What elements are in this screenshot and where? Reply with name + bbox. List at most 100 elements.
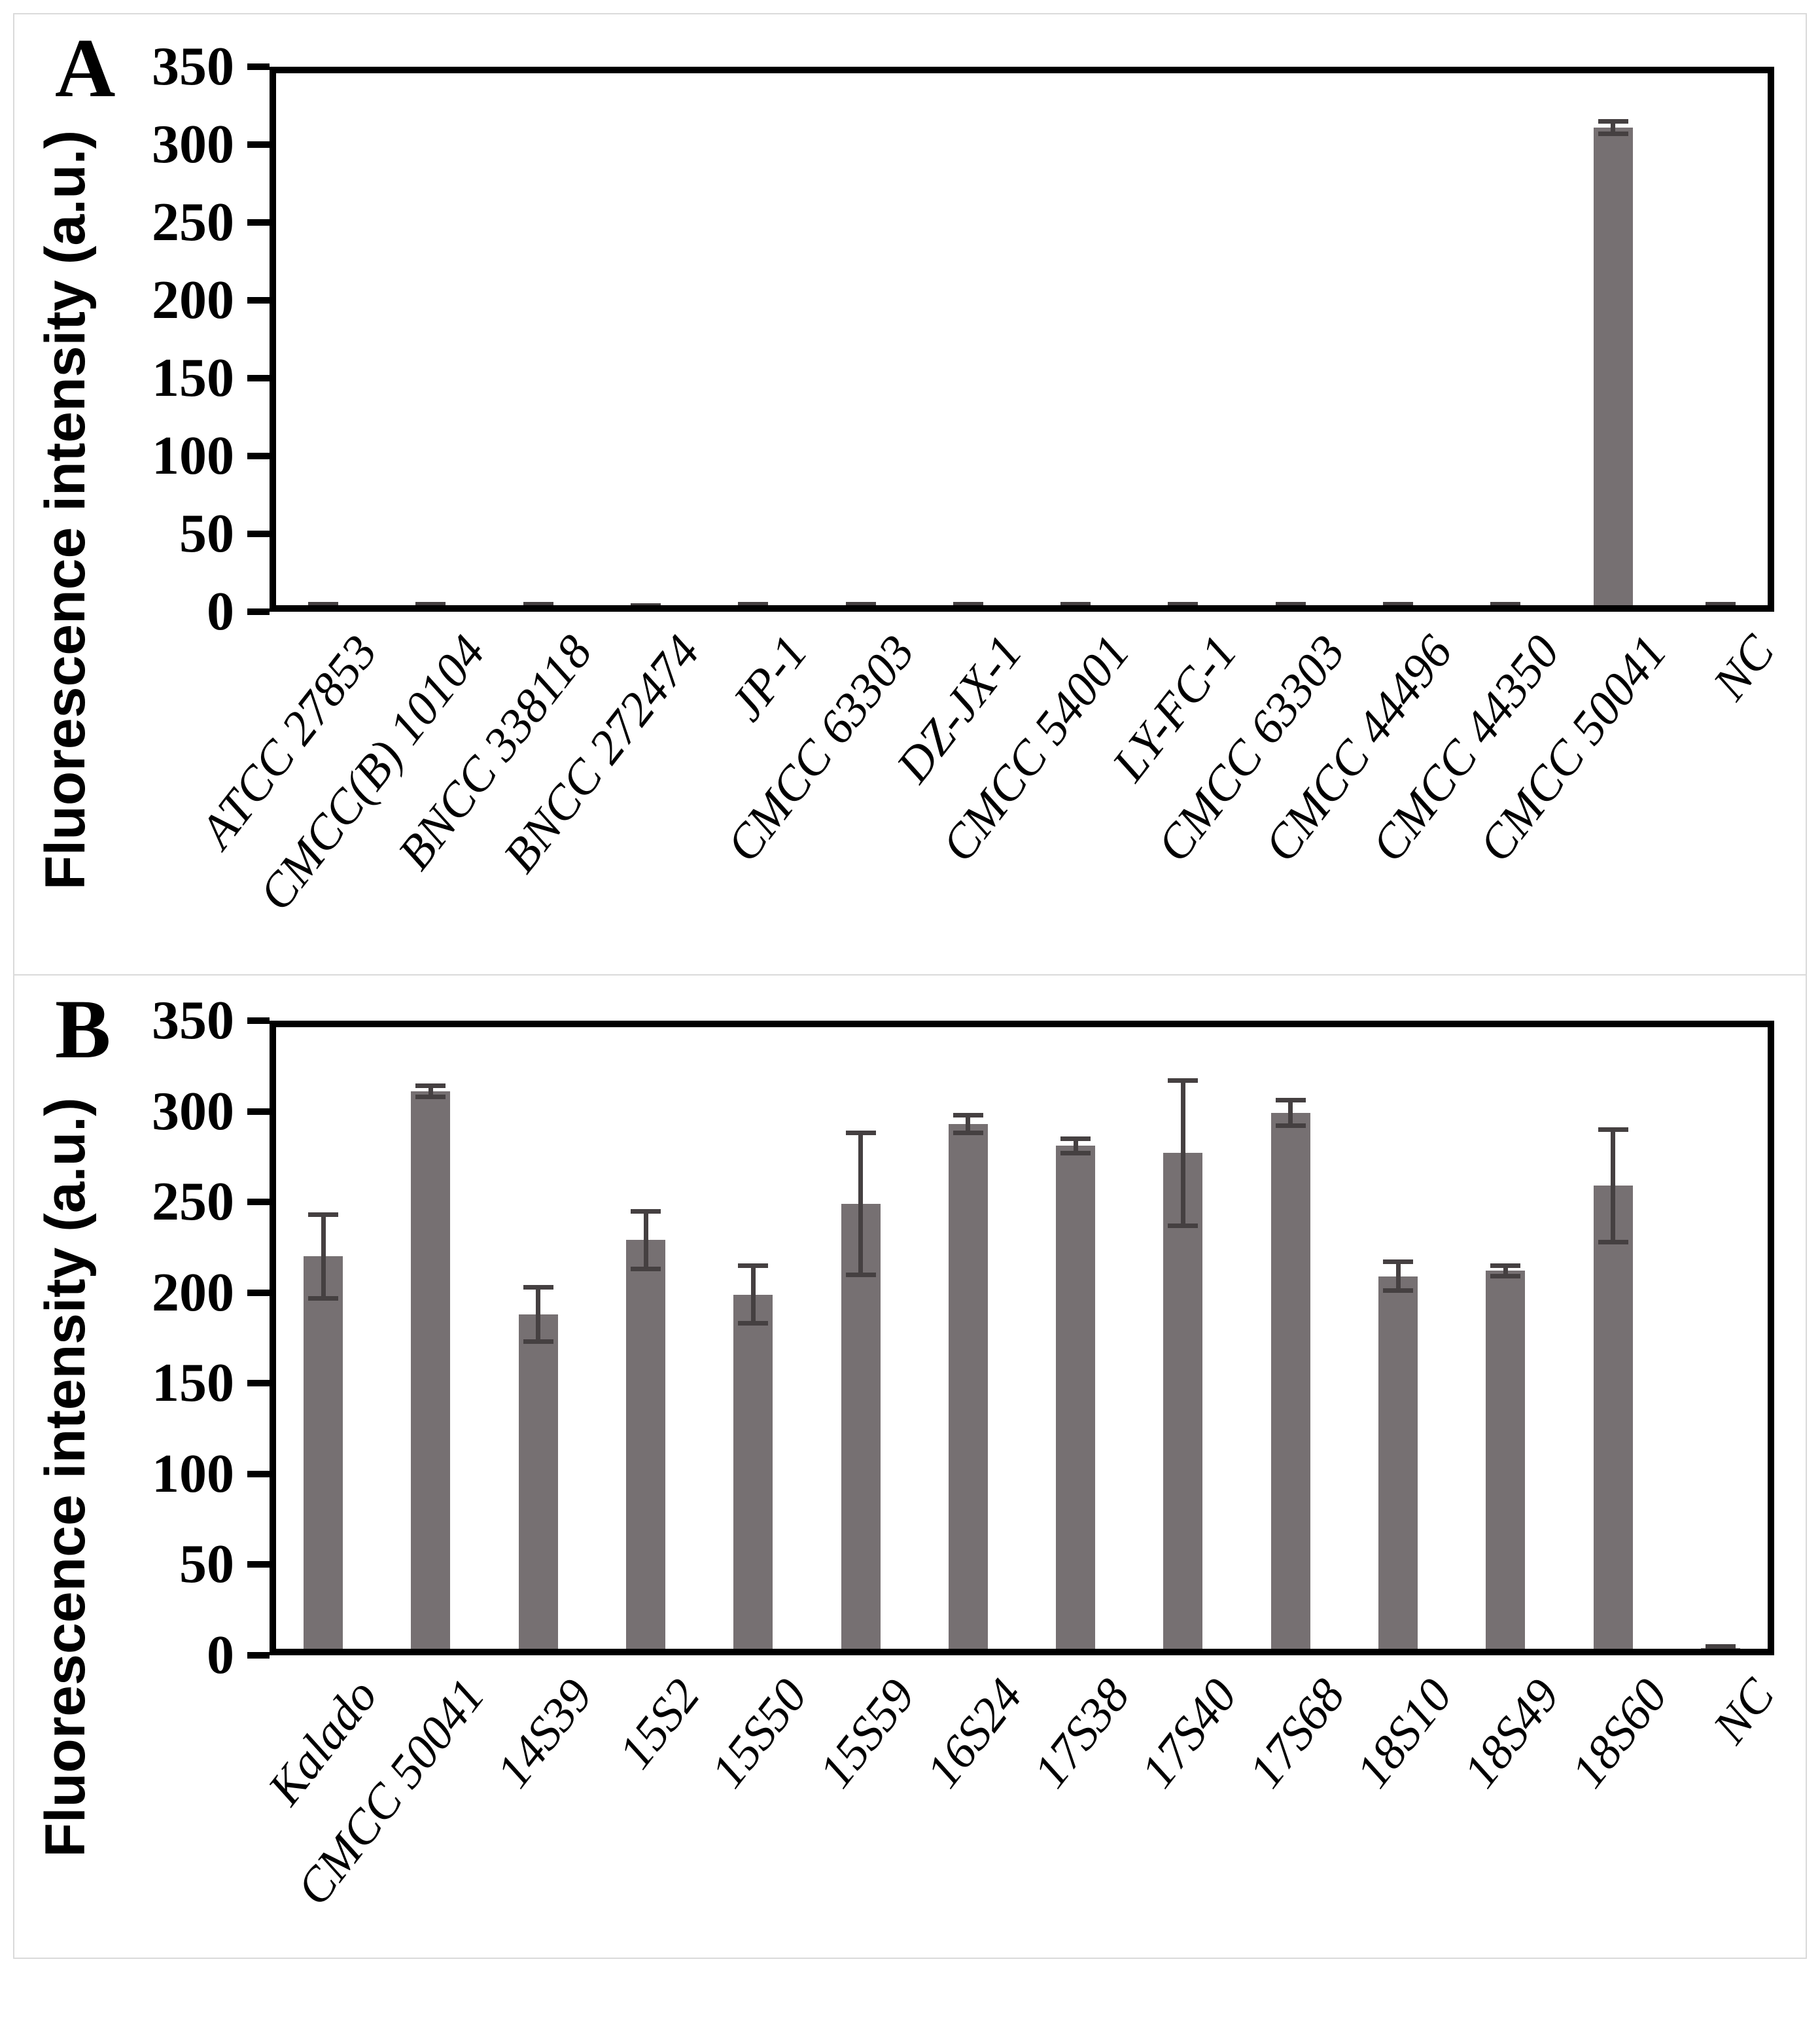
bar xyxy=(841,1203,881,1655)
y-tick-mark xyxy=(247,297,270,304)
error-bar-cap xyxy=(953,601,983,607)
error-bar xyxy=(1611,121,1616,134)
error-bar xyxy=(966,1115,971,1133)
error-bar-cap xyxy=(1168,605,1199,610)
y-tick-label: 0 xyxy=(207,581,234,642)
error-bar-cap xyxy=(1060,605,1091,610)
error-bar-cap xyxy=(1490,605,1521,610)
error-bar-cap xyxy=(308,605,339,610)
error-bar-cap xyxy=(738,601,769,607)
y-tick-mark xyxy=(247,219,270,226)
figure: A Fluorescence intensity (a.u.) 0 50 100 15… xyxy=(13,13,1807,1959)
error-bar-cap xyxy=(1490,1274,1521,1279)
bar xyxy=(1163,1153,1203,1655)
x-category-label: 18S49 xyxy=(1453,1669,1571,1798)
y-tick-mark xyxy=(247,1470,270,1477)
error-bar-cap xyxy=(1490,1263,1521,1268)
x-axis-labels: Kalado CMCC 50041 14S39 15S2 15S50 15S59 16S24… xyxy=(258,1669,1785,2023)
error-bar-cap xyxy=(1598,131,1628,136)
y-tick-label: 350 xyxy=(152,990,234,1051)
error-bar-cap xyxy=(1275,601,1306,607)
error-bar-cap xyxy=(953,1112,983,1117)
y-tick-mark xyxy=(247,1380,270,1387)
y-tick-label: 300 xyxy=(152,114,234,175)
panel-a: A Fluorescence intensity (a.u.) 0 50 100 15… xyxy=(13,13,1807,976)
panel-a-letter: A xyxy=(55,22,116,114)
y-tick-label: 350 xyxy=(152,36,234,97)
bar xyxy=(948,1123,988,1655)
error-bar-cap xyxy=(631,1208,661,1214)
error-bar-cap xyxy=(1275,1098,1306,1103)
y-tick-label: 250 xyxy=(152,1171,234,1233)
error-bar-cap xyxy=(738,1321,769,1326)
panel-b-letter: B xyxy=(55,983,111,1076)
bar xyxy=(518,1314,558,1655)
x-category-label: 15S59 xyxy=(808,1669,926,1798)
error-bar-cap xyxy=(415,605,446,610)
x-category-label: 15S50 xyxy=(701,1669,818,1798)
error-bar-cap xyxy=(308,601,339,607)
x-category-label: 18S10 xyxy=(1346,1669,1463,1798)
error-bar-cap xyxy=(1383,605,1413,610)
x-category-label: 14S39 xyxy=(486,1669,603,1798)
error-bar-cap xyxy=(523,605,553,610)
bar xyxy=(1593,1186,1633,1655)
error-bar xyxy=(321,1214,326,1299)
y-tick-mark xyxy=(247,1652,270,1659)
error-bar-cap xyxy=(415,1094,446,1099)
error-bar-cap xyxy=(953,1131,983,1136)
error-bar xyxy=(1288,1100,1293,1126)
error-bar-cap xyxy=(1705,605,1736,610)
y-tick-label: 150 xyxy=(152,347,234,408)
plot-box xyxy=(270,67,1774,612)
bar xyxy=(1378,1276,1418,1655)
x-category-label: 17S38 xyxy=(1023,1669,1140,1798)
x-category-label: 15S2 xyxy=(608,1669,710,1779)
y-tick-label: 50 xyxy=(179,1534,234,1595)
y-tick-mark xyxy=(247,1108,270,1115)
error-bar xyxy=(643,1211,648,1269)
bar xyxy=(411,1091,451,1655)
error-bar-cap xyxy=(1490,601,1521,607)
error-bar-cap xyxy=(845,601,876,607)
x-category-label: 17S68 xyxy=(1238,1669,1356,1798)
y-tick-label: 100 xyxy=(152,1443,234,1504)
error-bar-cap xyxy=(1383,1288,1413,1293)
error-bar-cap xyxy=(631,1267,661,1272)
error-bar-cap xyxy=(738,605,769,610)
plot-area-b xyxy=(270,1021,1774,1655)
y-tick-label: 200 xyxy=(152,270,234,330)
x-category-label: JP-1 xyxy=(719,625,818,731)
x-category-label: 18S60 xyxy=(1560,1669,1678,1798)
plot-area-a xyxy=(270,67,1774,612)
y-tick-mark xyxy=(247,1017,270,1024)
y-tick-label: 300 xyxy=(152,1080,234,1142)
x-category-label: NC xyxy=(1703,625,1785,710)
error-bar xyxy=(858,1133,864,1275)
plot-box xyxy=(270,1021,1774,1655)
y-tick-mark xyxy=(247,63,270,70)
error-bar-cap xyxy=(1168,601,1199,607)
y-tick-label: 150 xyxy=(152,1352,234,1414)
error-bar-cap xyxy=(415,1083,446,1089)
y-tick-mark xyxy=(247,531,270,537)
error-bar-cap xyxy=(953,605,983,610)
error-bar-cap xyxy=(1383,601,1413,607)
error-bar-cap xyxy=(631,606,661,611)
y-tick-mark xyxy=(247,1289,270,1296)
bar xyxy=(1486,1271,1526,1655)
error-bar-cap xyxy=(308,1295,339,1301)
error-bar-cap xyxy=(523,601,553,607)
error-bar-cap xyxy=(1598,1239,1628,1244)
error-bar-cap xyxy=(1060,1136,1091,1141)
y-tick-label: 0 xyxy=(207,1625,234,1685)
error-bar-cap xyxy=(1705,601,1736,607)
error-bar-cap xyxy=(1060,1150,1091,1155)
error-bar xyxy=(1180,1080,1185,1226)
error-bar xyxy=(428,1085,433,1097)
error-bar xyxy=(1073,1138,1078,1153)
error-bar xyxy=(1611,1129,1616,1242)
bar xyxy=(1270,1113,1310,1655)
error-bar xyxy=(1395,1261,1401,1291)
y-tick-mark xyxy=(247,608,270,615)
